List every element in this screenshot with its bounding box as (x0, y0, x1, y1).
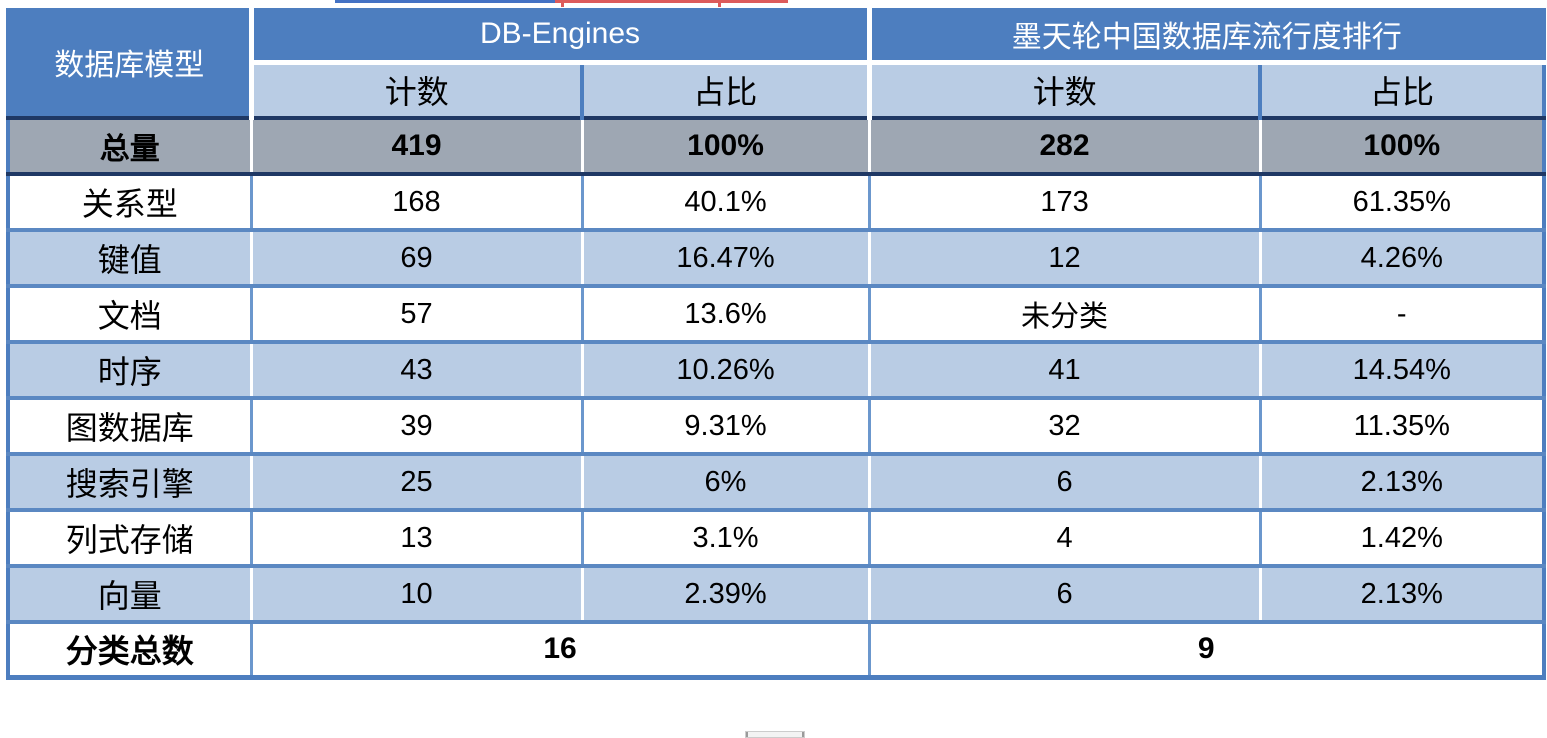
modb-share-cell: 14.54% (1258, 340, 1545, 398)
modb-share-cell: 1.42% (1258, 508, 1545, 566)
modb-count-cell: 41 (867, 340, 1261, 398)
dbengines-count-cell: 57 (249, 284, 582, 342)
table-row: 搜索引擎 25 6% 6 2.13% (8, 452, 1545, 510)
modb-share-cell: 2.13% (1258, 564, 1545, 622)
row-label-category-total: 分类总数 (8, 620, 251, 677)
dbengines-share-cell: 40.1% (580, 172, 870, 230)
header-row-sources: 数据库模型 DB-Engines 墨天轮中国数据库流行度排行 (8, 8, 1545, 118)
dbengines-count-cell: 39 (249, 396, 582, 454)
dbengines-count-cell: 25 (249, 452, 582, 510)
dbengines-share-cell: 2.39% (580, 564, 870, 622)
column-header-modb-count: 计数 (866, 62, 1261, 118)
dbengines-count-cell: 10 (249, 564, 582, 622)
table-row: 时序 43 10.26% 41 14.54% (8, 340, 1545, 398)
dbengines-count-cell: 43 (249, 340, 582, 398)
row-label: 向量 (8, 564, 251, 622)
modb-share-cell: - (1258, 284, 1545, 342)
row-label: 总量 (8, 116, 251, 176)
row-label: 搜索引擎 (8, 452, 251, 510)
table-row: 列式存储 13 3.1% 4 1.42% (8, 508, 1545, 566)
dbengines-share-cell: 100% (580, 116, 870, 176)
dbengines-share-cell: 3.1% (580, 508, 870, 566)
dbengines-count-cell: 13 (249, 508, 582, 566)
table-row: 文档 57 13.6% 未分类 - (8, 284, 1545, 342)
db-model-comparison-table: 数据库模型 DB-Engines 墨天轮中国数据库流行度排行 计数 占比 计数 … (6, 8, 1547, 680)
column-group-db-engines: DB-Engines (251, 8, 870, 65)
table-row: 图数据库 39 9.31% 32 11.35% (8, 396, 1545, 454)
dbengines-share-cell: 9.31% (580, 396, 870, 454)
column-header-dbengines-share: 占比 (579, 62, 870, 118)
row-label: 文档 (8, 284, 251, 342)
row-label: 时序 (8, 340, 251, 398)
table-row: 总量 419 100% 282 100% (8, 116, 1545, 176)
modb-count-cell: 282 (867, 116, 1261, 176)
column-header-database-model: 数据库模型 (8, 8, 254, 118)
modb-count-cell: 173 (867, 172, 1261, 230)
dbengines-share-cell: 13.6% (580, 284, 870, 342)
modb-count-cell: 6 (867, 452, 1261, 510)
horizontal-scrollbar-fragment[interactable] (745, 731, 805, 738)
row-label: 键值 (8, 228, 251, 286)
modb-share-cell: 100% (1258, 116, 1545, 176)
scrollbar-end-tick (746, 732, 748, 737)
column-header-dbengines-count: 计数 (251, 62, 582, 118)
top-red-underline-artifact (555, 0, 788, 3)
modb-share-cell: 2.13% (1258, 452, 1545, 510)
modb-category-total: 9 (867, 620, 1545, 677)
modb-share-cell: 11.35% (1258, 396, 1545, 454)
dbengines-count-cell: 168 (249, 172, 582, 230)
red-underline-tick (718, 3, 721, 7)
table-row: 键值 69 16.47% 12 4.26% (8, 228, 1545, 286)
top-blue-line-artifact (335, 0, 555, 3)
header-row-metrics: 计数 占比 计数 占比 (8, 62, 1545, 118)
row-label: 关系型 (8, 172, 251, 230)
table-row: 向量 10 2.39% 6 2.13% (8, 564, 1545, 622)
column-header-modb-share: 占比 (1258, 62, 1545, 118)
dbengines-category-total: 16 (249, 620, 870, 677)
table-row: 关系型 168 40.1% 173 61.35% (8, 172, 1545, 230)
modb-count-cell: 6 (867, 564, 1261, 622)
dbengines-share-cell: 6% (580, 452, 870, 510)
column-group-modb-ranking: 墨天轮中国数据库流行度排行 (866, 8, 1545, 65)
modb-share-cell: 61.35% (1258, 172, 1545, 230)
dbengines-count-cell: 69 (249, 228, 582, 286)
modb-count-cell: 未分类 (867, 284, 1261, 342)
modb-count-cell: 12 (867, 228, 1261, 286)
modb-share-cell: 4.26% (1258, 228, 1545, 286)
dbengines-share-cell: 16.47% (580, 228, 870, 286)
red-underline-tick (561, 3, 564, 7)
table-row-category-totals: 分类总数 16 9 (8, 620, 1545, 677)
modb-count-cell: 32 (867, 396, 1261, 454)
scrollbar-end-tick (802, 732, 804, 737)
dbengines-share-cell: 10.26% (580, 340, 870, 398)
modb-count-cell: 4 (867, 508, 1261, 566)
dbengines-count-cell: 419 (249, 116, 582, 176)
row-label: 列式存储 (8, 508, 251, 566)
row-label: 图数据库 (8, 396, 251, 454)
